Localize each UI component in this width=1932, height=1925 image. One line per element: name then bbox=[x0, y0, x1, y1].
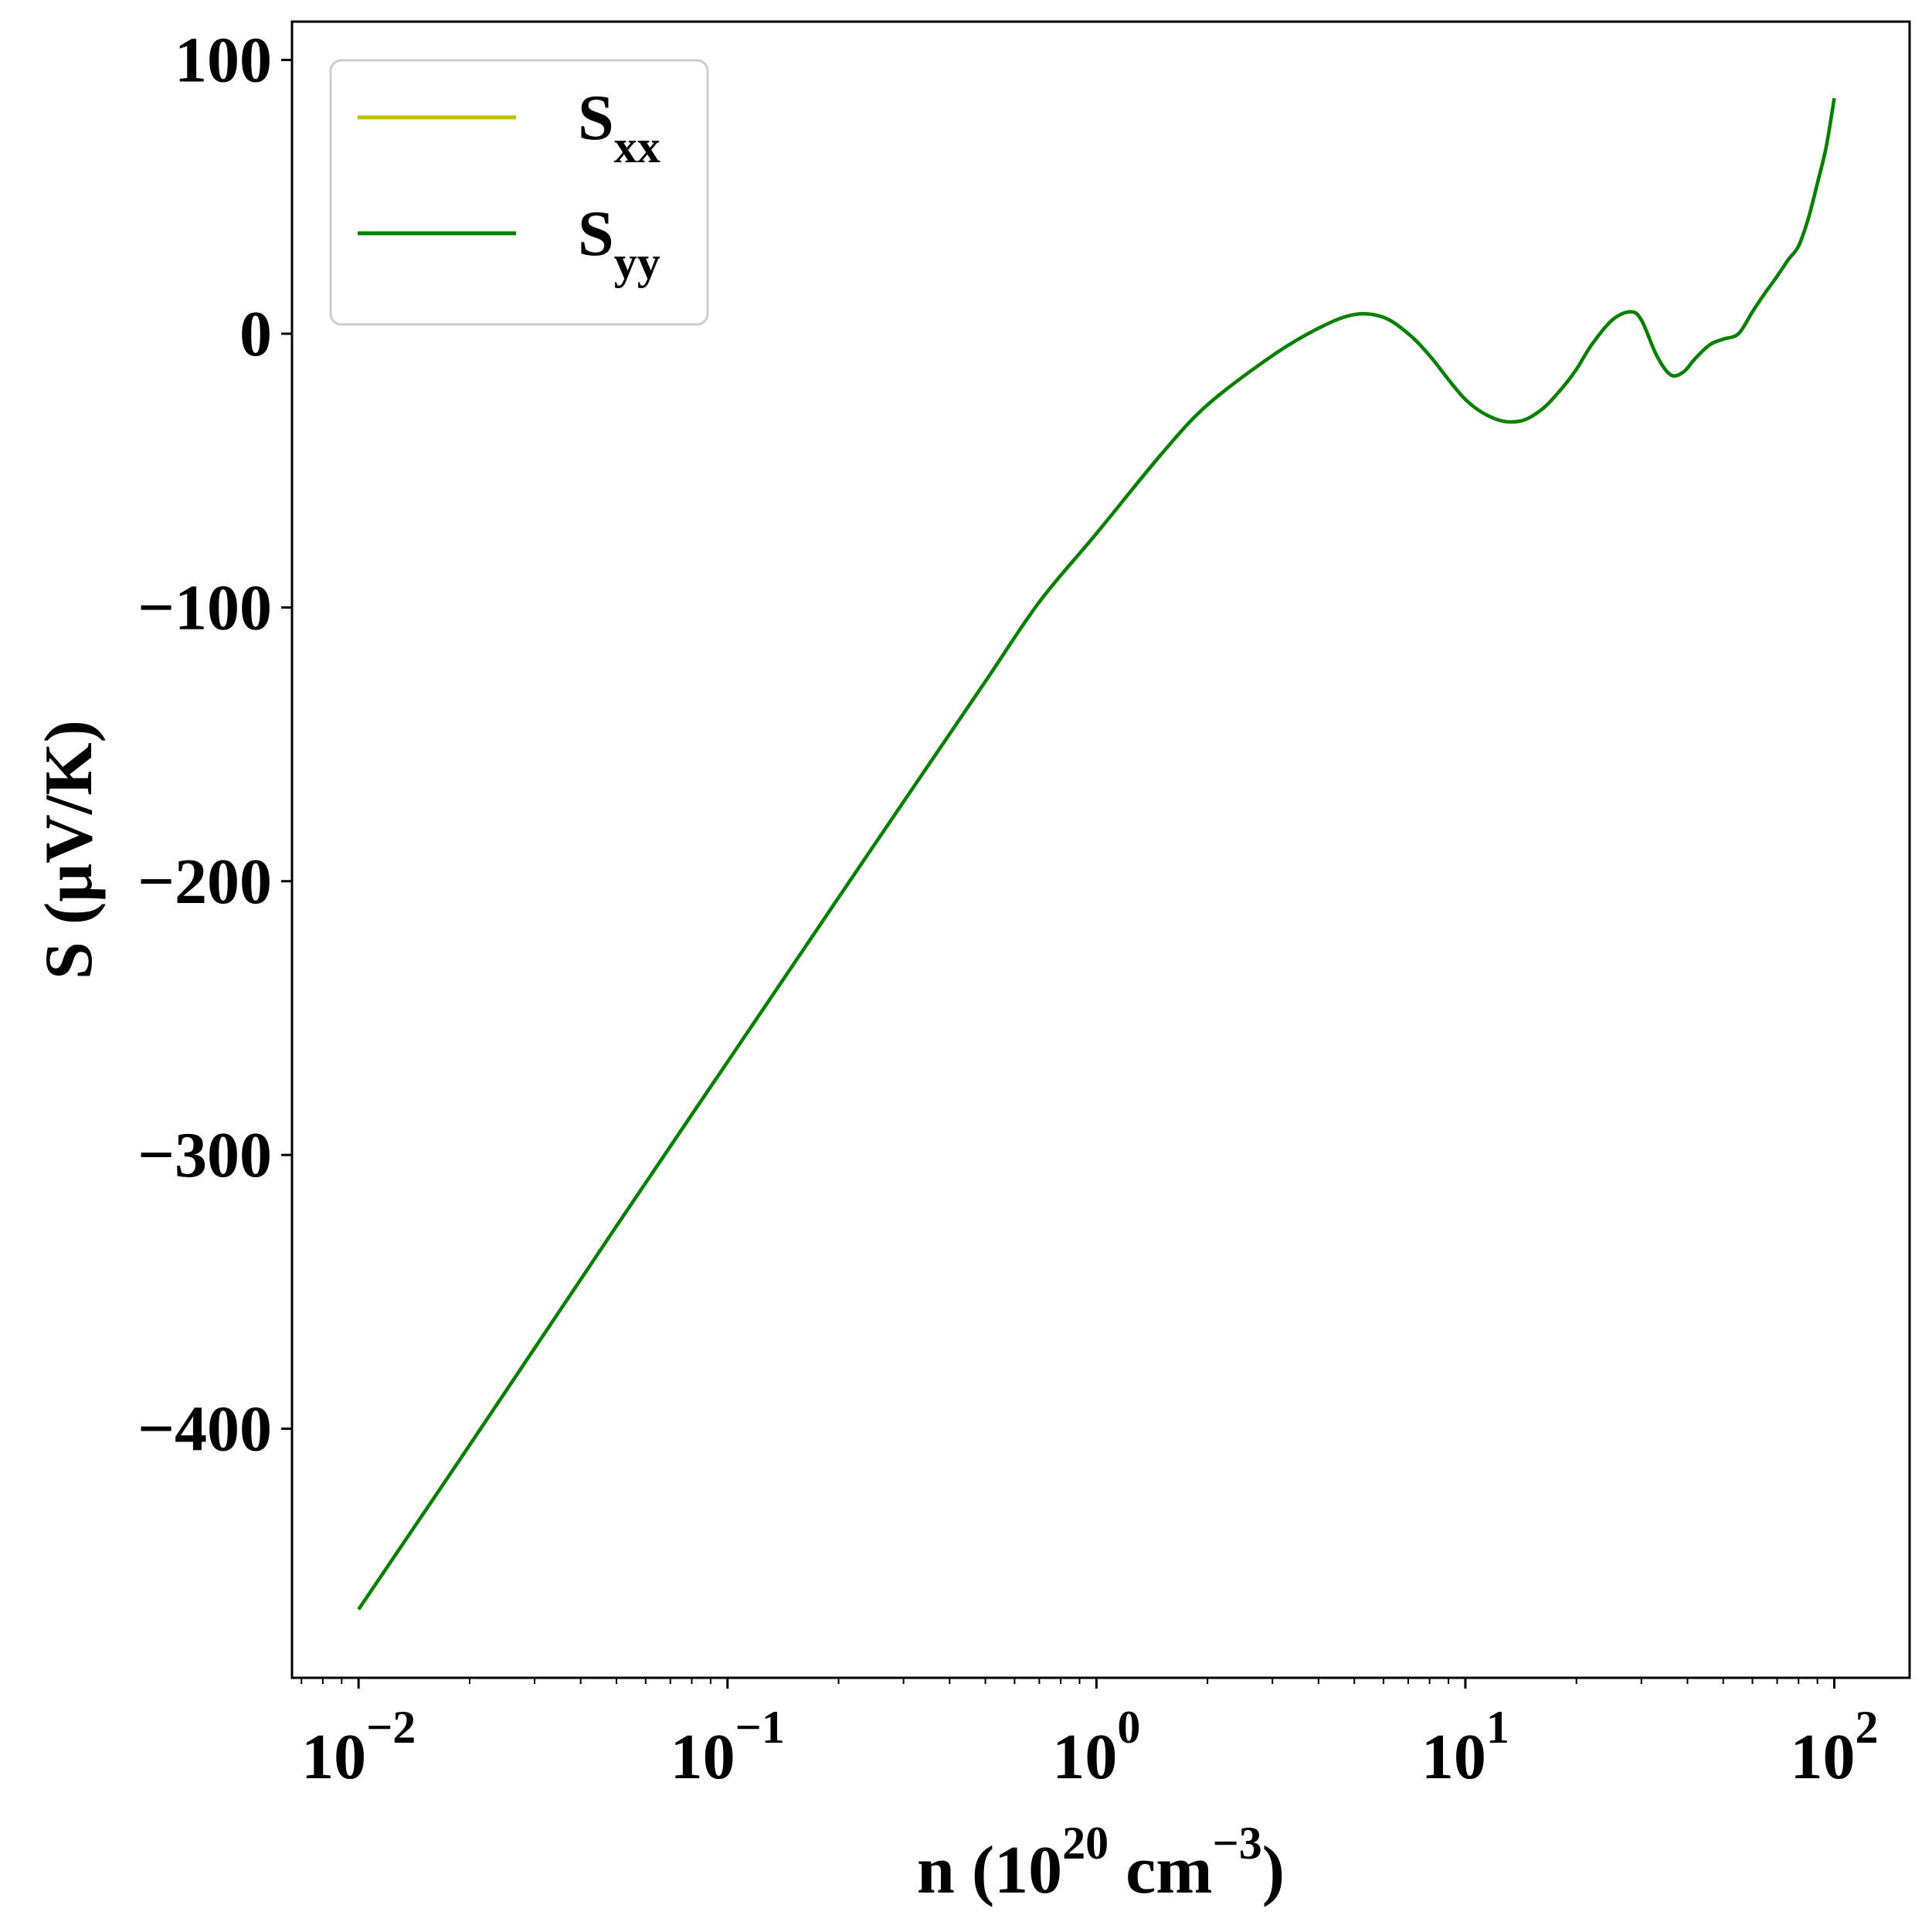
y-tick-label: 100 bbox=[175, 25, 272, 97]
x-axis-label-unit-exponent: −3 bbox=[1213, 1818, 1262, 1869]
x-tick-label: 10−2 bbox=[301, 1702, 416, 1793]
x-axis-label-base: n (10 bbox=[917, 1833, 1062, 1908]
x-tick-label: 101 bbox=[1421, 1702, 1509, 1793]
y-tick-label: −100 bbox=[138, 572, 272, 643]
x-tick-label: 10−1 bbox=[671, 1702, 785, 1793]
x-tick-label: 100 bbox=[1052, 1702, 1140, 1793]
y-tick-label: −200 bbox=[138, 846, 272, 918]
y-axis: 100 0 −100 −200 −300 −400 bbox=[138, 25, 292, 1465]
y-axis-label: S (μV/K) bbox=[32, 720, 107, 979]
legend-label-yy: Syy bbox=[578, 198, 660, 288]
y-tick-label: −400 bbox=[138, 1394, 272, 1465]
x-axis: 10−2 10−1 100 101 102 bbox=[300, 1678, 1879, 1793]
series-layer bbox=[357, 97, 1836, 1611]
y-tick-label: 0 bbox=[239, 298, 272, 370]
plot-frame bbox=[290, 20, 1911, 1679]
legend: Sxx Syy bbox=[329, 59, 709, 326]
x-axis-label-unit: cm bbox=[1109, 1833, 1212, 1908]
x-axis-label-exponent: 20 bbox=[1062, 1818, 1109, 1869]
x-axis-label: n (1020 cm−3) bbox=[917, 1818, 1285, 1908]
x-tick-label: 102 bbox=[1791, 1702, 1879, 1793]
x-axis-label-close: ) bbox=[1262, 1833, 1285, 1908]
legend-label-xx: Sxx bbox=[578, 82, 660, 172]
series-line-syy bbox=[357, 97, 1836, 1611]
legend-frame bbox=[329, 59, 709, 326]
y-tick-label: −300 bbox=[138, 1119, 272, 1191]
